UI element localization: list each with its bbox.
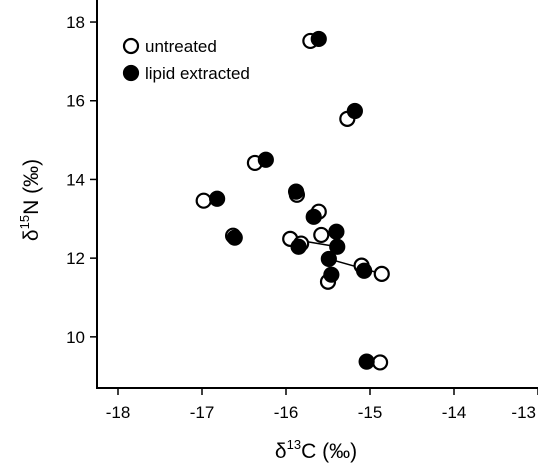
y-tick-label: 18: [66, 13, 85, 32]
data-point: [329, 238, 346, 255]
data-point: [226, 229, 243, 246]
data-point: [371, 354, 389, 371]
legend-marker: [122, 37, 140, 55]
data-point: [356, 262, 373, 279]
data-point: [328, 223, 345, 240]
y-tick-label: 10: [66, 328, 85, 347]
data-point: [358, 353, 375, 370]
data-point: [290, 238, 307, 255]
y-axis-label: δ15N (‰): [17, 159, 43, 241]
x-tick-label: -14: [442, 403, 467, 422]
data-point: [195, 192, 212, 209]
y-label-rest: N (‰): [20, 159, 43, 215]
y-tick-label: 16: [66, 92, 85, 111]
x-tick-label: -18: [106, 403, 131, 422]
x-axis-label: δ13C (‰): [275, 437, 357, 463]
data-point: [346, 102, 363, 120]
x-tick-label: -15: [358, 403, 383, 422]
data-point: [310, 30, 327, 48]
x-tick-label: -17: [190, 403, 215, 422]
y-tick-label: 12: [66, 249, 85, 268]
data-point: [320, 250, 337, 268]
y-tick-label: 14: [66, 170, 85, 189]
x-label-sup: 13: [287, 437, 301, 452]
x-label-rest: C (‰): [301, 440, 357, 463]
legend-label: untreated: [145, 37, 217, 56]
data-point: [257, 151, 274, 168]
data-point: [313, 226, 330, 244]
x-label-symbol: δ: [275, 440, 287, 463]
data-point: [209, 190, 226, 207]
x-tick-label: -16: [274, 403, 299, 422]
x-tick-label: -13: [511, 403, 536, 422]
data-point: [373, 265, 390, 282]
data-point: [287, 183, 305, 200]
legend-marker: [122, 64, 140, 82]
data-point: [305, 208, 322, 225]
y-label-sup: 15: [17, 215, 32, 229]
data-point: [323, 266, 340, 283]
y-label-symbol: δ: [20, 229, 43, 241]
legend-label: lipid extracted: [145, 64, 250, 83]
